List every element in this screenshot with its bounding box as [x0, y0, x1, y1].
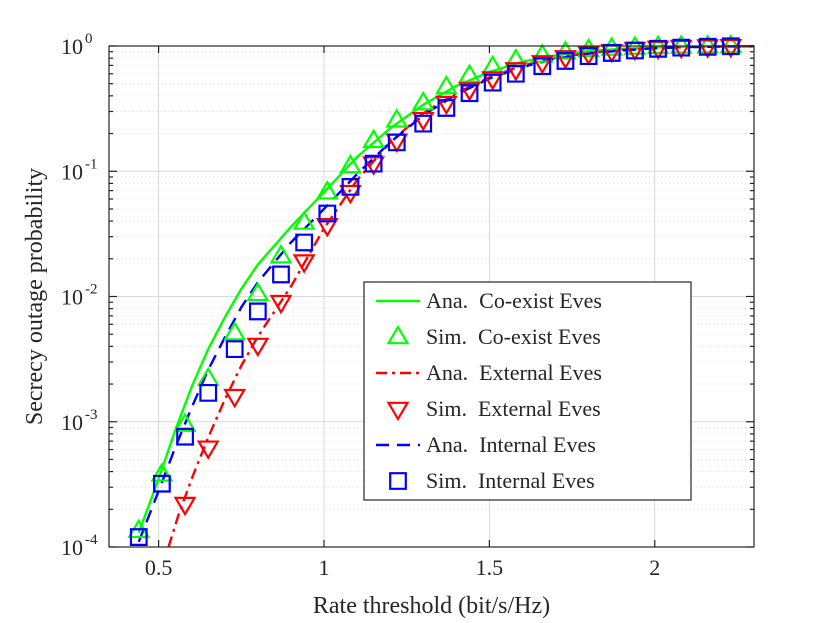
series-marker-point	[292, 210, 316, 230]
series-marker-point	[672, 38, 691, 57]
series-marker-point	[223, 388, 247, 409]
y-tick-label: 10	[61, 410, 83, 435]
series-marker-point	[269, 243, 293, 264]
series-marker-point	[579, 47, 598, 66]
y-tick-exponent: -2	[85, 282, 98, 298]
legend-label: Ana. Co-exist Eves	[426, 288, 602, 313]
y-tick-label: 10	[61, 34, 83, 59]
series-markers	[127, 33, 743, 546]
legend-label: Ana. Internal Eves	[426, 432, 596, 457]
series-marker-point	[176, 427, 194, 446]
series-lines	[137, 44, 755, 548]
y-tick-label: 10	[61, 535, 83, 560]
y-tick-exponent: 0	[85, 31, 93, 47]
series-marker-point	[292, 254, 316, 274]
series-marker-point	[600, 36, 624, 56]
series-marker-point	[483, 73, 502, 92]
series-marker-point	[669, 34, 693, 54]
legend-label: Sim. External Eves	[426, 396, 601, 421]
series-marker-point	[434, 95, 458, 116]
series-marker-point	[339, 153, 362, 174]
series-marker-point	[385, 108, 409, 128]
series-marker-point	[196, 440, 220, 460]
series-marker-point	[129, 528, 148, 546]
series-marker-point	[173, 496, 197, 517]
series-marker-point	[246, 281, 270, 302]
series-marker-point	[411, 90, 435, 111]
series-marker-point	[362, 128, 386, 149]
series-marker-point	[696, 33, 720, 54]
series-marker-point	[649, 39, 667, 58]
series-marker-point	[458, 82, 481, 102]
x-axis-label: Rate threshold (bit/s/Hz)	[313, 593, 550, 619]
legend-label: Sim. Co-exist Eves	[426, 324, 601, 349]
series-marker-point	[173, 412, 197, 432]
series-marker-point	[362, 156, 386, 176]
series-marker-point	[434, 74, 458, 95]
y-tick-label: 10	[61, 159, 83, 184]
series-marker-point	[150, 462, 174, 482]
legend-label: Sim. Internal Eves	[426, 468, 595, 493]
series-marker-point	[719, 33, 743, 54]
series-marker-point	[533, 57, 552, 76]
legend-marker-swatch	[389, 472, 407, 490]
series-marker-point	[530, 43, 554, 63]
series-marker-point	[315, 218, 339, 238]
y-tick-label: 10	[61, 285, 83, 310]
y-tick-exponent: -4	[85, 532, 98, 548]
series-marker-point	[269, 294, 293, 315]
x-tick-label: 1	[319, 555, 330, 580]
series-marker-point	[225, 340, 244, 359]
series-marker-point	[199, 383, 218, 402]
series-marker-point	[556, 52, 575, 70]
series-marker-point	[223, 320, 247, 341]
series-marker-point	[153, 474, 171, 493]
series-marker-point	[602, 44, 621, 62]
series-marker-point	[481, 71, 505, 91]
series-marker-point	[341, 177, 360, 196]
y-tick-exponent: -3	[85, 407, 98, 423]
legend-label: Ana. External Eves	[426, 360, 602, 385]
series-marker-point	[318, 204, 337, 223]
series-marker-point	[719, 38, 743, 59]
series-marker-point	[272, 265, 290, 284]
series-marker-point	[414, 114, 433, 133]
series-line	[137, 45, 755, 543]
series-marker-point	[721, 37, 740, 56]
series-marker-point	[437, 99, 456, 117]
series-marker-point	[646, 34, 670, 55]
series-marker-point	[246, 337, 270, 358]
series-marker-point	[315, 180, 339, 200]
series-marker-point	[530, 55, 554, 75]
legend-marker-swatch	[386, 401, 410, 422]
x-tick-label: 2	[649, 555, 660, 580]
series-marker-point	[698, 37, 717, 56]
x-tick-label: 0.5	[145, 555, 173, 580]
legend: Ana. Co-exist Eves Sim. Co-exist Eves Ana.…	[363, 281, 692, 501]
series-marker-point	[364, 154, 383, 173]
series-marker-point	[696, 39, 720, 59]
legend-marker-swatch	[386, 324, 410, 345]
series-marker-point	[460, 84, 479, 103]
series-marker-point	[504, 62, 528, 82]
series-marker-point	[506, 64, 525, 83]
x-tick-label: 1.5	[476, 555, 504, 580]
y-axis-label: Secrecy outage probability	[22, 168, 48, 425]
legend-box	[363, 281, 692, 501]
series-line	[167, 45, 755, 548]
series-marker-point	[248, 302, 267, 321]
series-marker-point	[411, 111, 435, 132]
series-marker-point	[387, 133, 406, 152]
series-marker-point	[295, 233, 314, 252]
series-marker-point	[554, 50, 577, 70]
series-marker-point	[458, 63, 481, 83]
y-tick-exponent: -1	[85, 156, 98, 172]
series-marker-point	[626, 41, 644, 60]
